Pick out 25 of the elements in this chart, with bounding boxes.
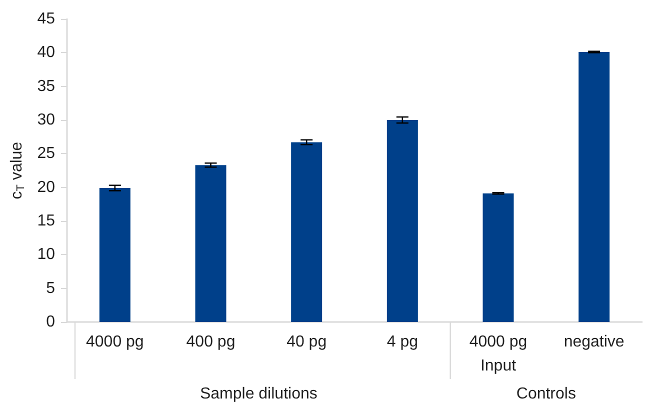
y-tick-label: 20 [37, 178, 56, 196]
bar [578, 52, 610, 322]
x-tick-label: 4000 pg Input [469, 334, 528, 374]
x-tick-label: 40 pg [286, 334, 327, 350]
y-tick-label: 35 [37, 78, 56, 95]
bar [195, 165, 226, 322]
bar [99, 188, 130, 322]
y-tick-label: 10 [37, 246, 56, 264]
y-tick-label: 45 [37, 10, 56, 28]
bar [386, 120, 418, 322]
y-tick-label: 25 [37, 145, 56, 162]
y-axis-title: cT value [8, 142, 27, 200]
y-tick-label: 30 [37, 112, 56, 128]
y-tick-label: 0 [46, 314, 56, 330]
bar [291, 142, 322, 322]
text: Sample dilutions [200, 386, 318, 402]
x-tick-label: 400 pg [186, 334, 236, 350]
x-tick-label: 4 pg [386, 334, 418, 350]
y-tick-label: 5 [46, 280, 56, 297]
x-tick-label: 4000 pg [86, 334, 144, 350]
x-tick-label: negative [564, 334, 624, 350]
text: Controls [516, 386, 576, 402]
y-tick-label: 15 [37, 212, 56, 230]
y-tick-label: 40 [37, 44, 56, 62]
bar [482, 193, 514, 322]
